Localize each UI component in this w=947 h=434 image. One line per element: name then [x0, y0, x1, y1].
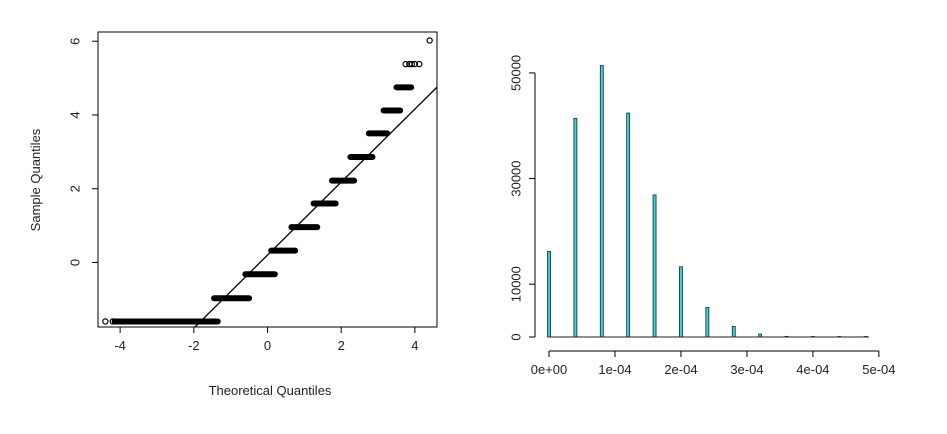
histogram-y-tick-label: 10000 — [508, 266, 523, 302]
qq-x-tick-label: 2 — [338, 338, 345, 353]
histogram-bar — [599, 65, 604, 338]
histogram-bar — [652, 194, 657, 338]
histogram-bar — [626, 112, 631, 338]
histogram-x-tick-label: 5e-04 — [862, 362, 895, 377]
histogram-x-tick-label: 4e-04 — [796, 362, 829, 377]
qq-x-tick-label: 4 — [411, 338, 418, 353]
qq-point — [102, 318, 109, 325]
qq-y-tick-label: 4 — [67, 111, 82, 118]
qq-point — [402, 60, 409, 68]
histogram-x-tick-label: 0e+00 — [531, 362, 568, 377]
histogram-y-tick-label: 50000 — [508, 55, 523, 91]
qq-point — [416, 60, 423, 68]
histogram-bar — [573, 117, 578, 338]
histogram-y-tick-label: 0 — [508, 333, 523, 340]
qq-point — [408, 60, 416, 68]
qq-point-series — [102, 37, 433, 325]
qq-y-tick-label: 2 — [67, 185, 82, 192]
qq-y-tick-label: 6 — [67, 38, 82, 45]
histogram-bar — [731, 326, 736, 338]
histogram-x-tick-label: 2e-04 — [664, 362, 697, 377]
qq-x-axis: -4 -2 0 2 4 — [114, 327, 419, 353]
qq-x-tick-label: -4 — [114, 338, 126, 353]
histogram-bar — [547, 251, 551, 338]
qq-point — [426, 37, 433, 44]
histogram-y-axis: 0 10000 30000 50000 — [508, 55, 536, 341]
histogram-x-axis: 0e+00 1e-04 2e-04 3e-04 4e-04 5e-04 — [531, 350, 896, 377]
qq-step-series — [111, 84, 415, 325]
qq-x-tick-label: -2 — [188, 338, 200, 353]
qq-x-tick-label: 0 — [264, 338, 271, 353]
histogram-bar — [679, 266, 683, 338]
histogram-x-tick-label: 3e-04 — [730, 362, 763, 377]
qq-point — [109, 318, 116, 325]
qq-x-axis-title: Theoretical Quantiles — [209, 383, 332, 398]
qq-y-tick-label: 0 — [67, 259, 82, 266]
qq-y-axis-title: Sample Quantiles — [28, 128, 43, 231]
qq-y-axis: 0 2 4 6 — [67, 38, 98, 266]
histogram-bar — [705, 307, 710, 338]
histogram-plot: 0e+00 1e-04 2e-04 3e-04 4e-04 5e-04 0 10000 300… — [508, 55, 895, 377]
histogram-y-tick-label: 30000 — [508, 160, 523, 196]
qq-plot: -4 -2 0 2 4 0 2 4 6 Theoretical Quantiles Sampl… — [28, 31, 438, 398]
qq-point — [411, 60, 419, 68]
histogram-x-tick-label: 1e-04 — [598, 362, 631, 377]
histogram-bar-series — [547, 65, 869, 338]
qq-plot-frame — [97, 31, 438, 328]
